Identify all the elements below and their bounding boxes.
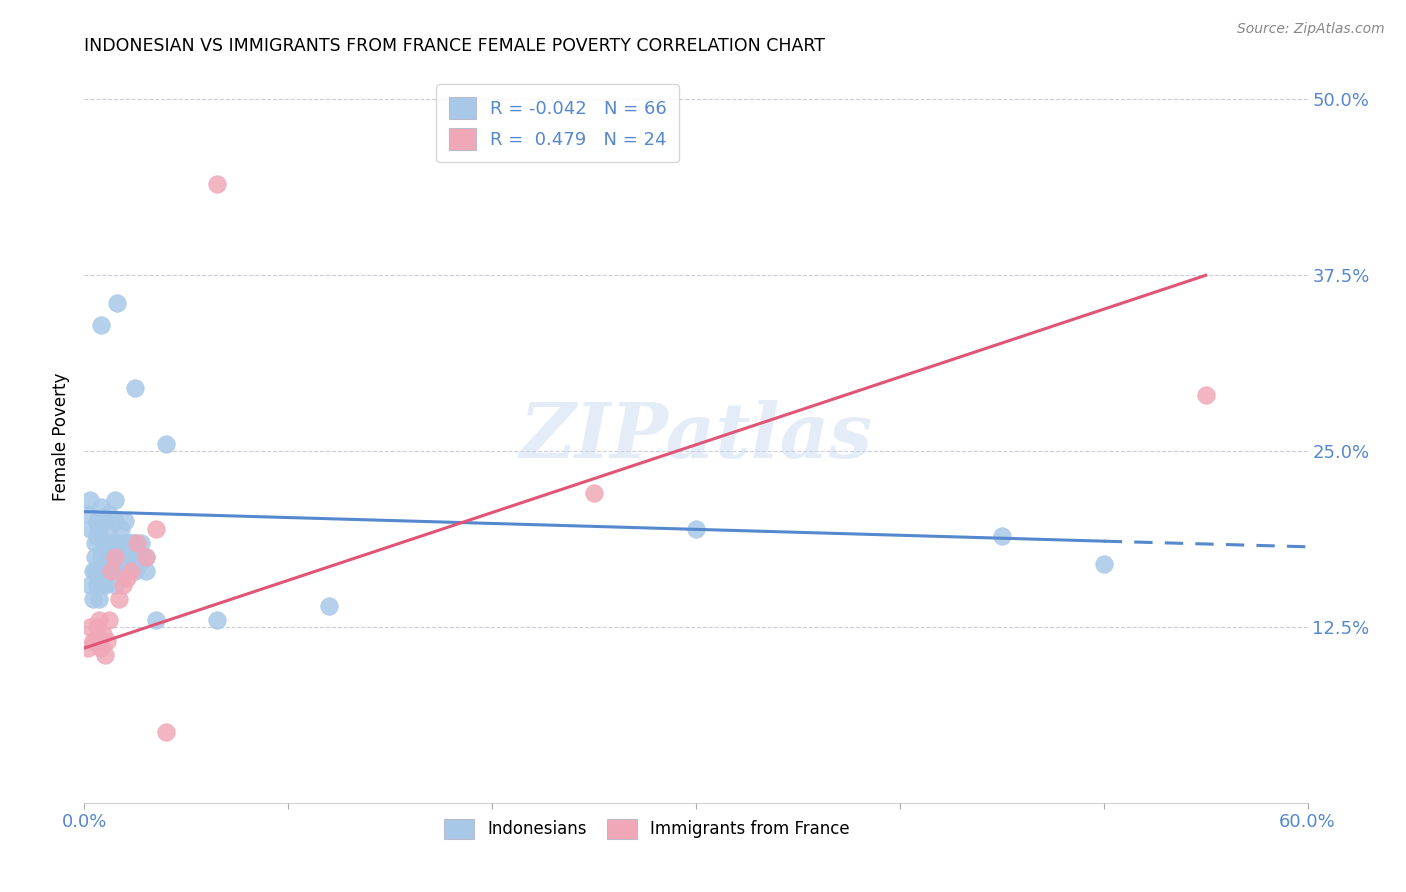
Point [87, 521, 110, 535]
Point [124, 564, 146, 578]
Point [90, 318, 112, 332]
Point [122, 535, 145, 549]
Point [115, 549, 138, 564]
Point [127, 549, 149, 564]
Point [112, 578, 135, 592]
Point [82, 634, 104, 648]
Point [105, 535, 128, 549]
Point [145, 521, 167, 535]
Point [91, 535, 114, 549]
Legend: Indonesians, Immigrants from France: Indonesians, Immigrants from France [437, 812, 856, 846]
Point [145, 613, 167, 627]
Point [118, 535, 141, 549]
Point [100, 564, 122, 578]
Point [96, 535, 118, 549]
Point [90, 500, 112, 515]
Point [1195, 388, 1218, 402]
Point [87, 591, 110, 606]
Text: INDONESIAN VS IMMIGRANTS FROM FRANCE FEMALE POVERTY CORRELATION CHART: INDONESIAN VS IMMIGRANTS FROM FRANCE FEM… [84, 37, 825, 54]
Point [112, 549, 135, 564]
Point [79, 578, 101, 592]
Point [104, 549, 127, 564]
Point [108, 591, 131, 606]
Point [97, 613, 120, 627]
Text: Source: ZipAtlas.com: Source: ZipAtlas.com [1237, 22, 1385, 37]
Point [110, 521, 132, 535]
Point [91, 564, 114, 578]
Point [112, 549, 135, 564]
Point [135, 549, 157, 564]
Point [135, 564, 157, 578]
Point [82, 564, 104, 578]
Point [114, 515, 136, 529]
Point [87, 613, 110, 627]
Point [100, 564, 122, 578]
Point [318, 599, 340, 613]
Point [90, 549, 112, 564]
Point [118, 535, 141, 549]
Point [100, 549, 122, 564]
Point [86, 528, 108, 542]
Point [93, 515, 115, 529]
Point [127, 535, 149, 549]
Point [115, 571, 138, 585]
Point [97, 521, 120, 535]
Point [685, 521, 707, 535]
Point [108, 564, 131, 578]
Point [96, 634, 118, 648]
Point [82, 591, 104, 606]
Point [155, 725, 177, 739]
Point [1092, 557, 1115, 571]
Point [132, 549, 155, 564]
Point [155, 437, 177, 451]
Point [128, 557, 150, 571]
Point [104, 493, 127, 508]
Point [86, 578, 108, 592]
Point [114, 535, 136, 549]
Point [110, 535, 132, 549]
Point [105, 296, 128, 310]
Point [90, 578, 112, 592]
Point [90, 641, 112, 656]
Point [93, 648, 115, 662]
Point [135, 549, 157, 564]
Point [104, 515, 127, 529]
Point [131, 535, 153, 549]
Point [583, 486, 606, 500]
Text: ZIPatlas: ZIPatlas [519, 401, 873, 474]
Point [83, 564, 105, 578]
Point [104, 578, 127, 592]
Point [83, 634, 105, 648]
Point [93, 578, 115, 592]
Point [991, 528, 1014, 542]
Point [124, 381, 146, 395]
Point [120, 564, 142, 578]
Point [77, 641, 100, 656]
Point [97, 508, 120, 522]
Point [93, 564, 115, 578]
Point [83, 549, 105, 564]
Point [96, 549, 118, 564]
Point [83, 535, 105, 549]
Y-axis label: Female Poverty: Female Poverty [52, 373, 70, 501]
Point [108, 549, 131, 564]
Point [205, 177, 228, 191]
Point [86, 515, 108, 529]
Point [91, 627, 114, 641]
Point [101, 557, 124, 571]
Point [86, 620, 108, 634]
Point [79, 620, 101, 634]
Point [124, 535, 146, 549]
Point [120, 549, 142, 564]
Point [79, 493, 101, 508]
Point [100, 535, 122, 549]
Point [118, 564, 141, 578]
Point [77, 508, 100, 522]
Point [79, 521, 101, 535]
Point [205, 613, 228, 627]
